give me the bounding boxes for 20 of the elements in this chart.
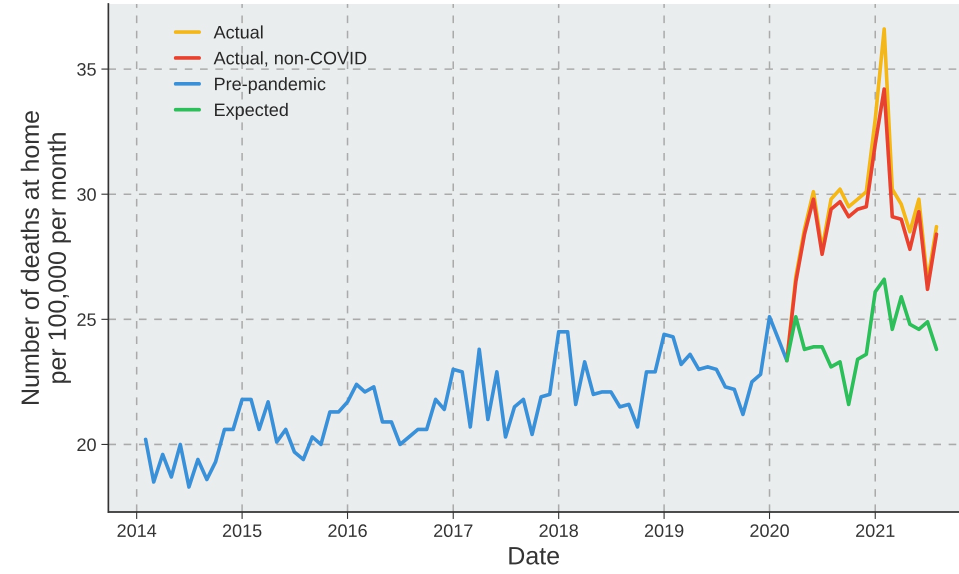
y-tick-label: 25 <box>77 313 96 326</box>
y-tick-label: 30 <box>77 188 96 201</box>
x-tick-label: 2017 <box>434 524 472 538</box>
x-axis-title: Date <box>509 547 559 565</box>
x-tick-label: 2021 <box>856 524 894 538</box>
x-tick-label: 2019 <box>644 524 684 538</box>
legend-label: Pre-pandemic <box>215 77 326 94</box>
x-tick-label: 2020 <box>750 524 789 538</box>
y-tick-label: 35 <box>77 63 96 76</box>
x-tick-label: 2018 <box>539 524 578 538</box>
legend-label: Expected <box>215 102 288 120</box>
line-series <box>785 277 938 406</box>
legend-label: Actual, non-COVID <box>214 51 366 67</box>
legend-label: Actual <box>214 25 263 39</box>
x-tick-label: 2014 <box>118 524 156 538</box>
x-tick-label: 2015 <box>222 524 262 538</box>
line-series <box>144 315 789 489</box>
y-tick-label: 20 <box>77 438 96 452</box>
y-axis-title: Number of deaths at home per 100,000 per month <box>20 111 71 404</box>
x-tick-label: 2016 <box>328 524 367 538</box>
